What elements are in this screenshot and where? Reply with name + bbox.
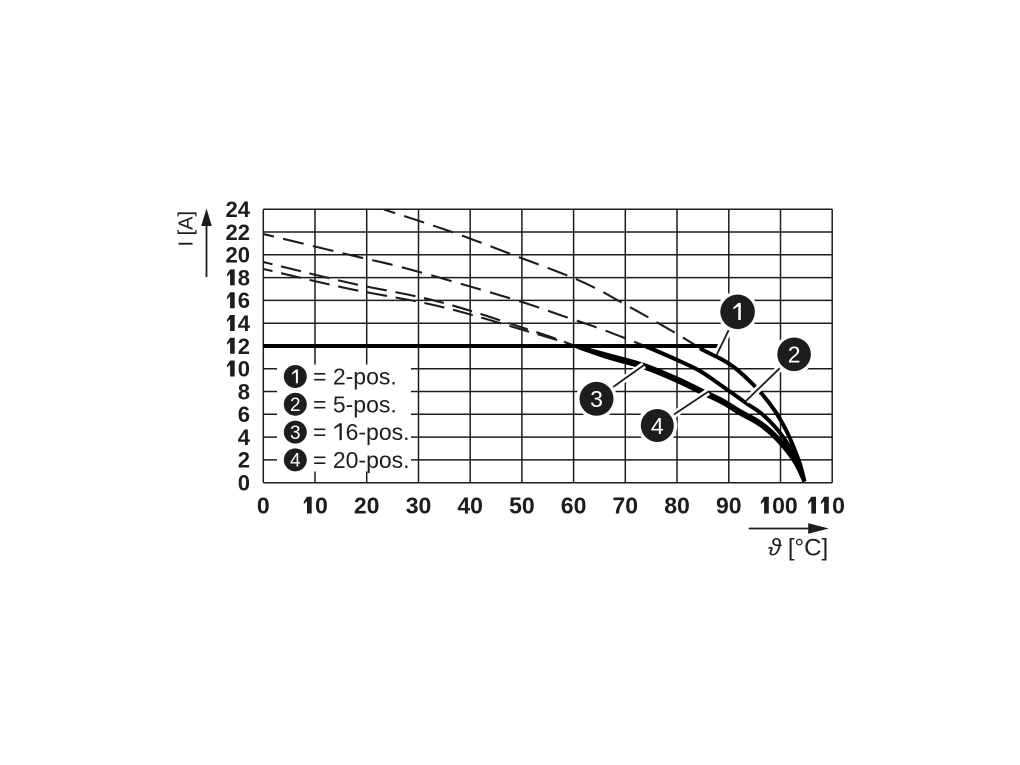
svg-text:I [A]: I [A] [176, 211, 198, 247]
svg-text:22: 22 [226, 220, 250, 245]
svg-text:4: 4 [238, 425, 251, 450]
svg-text:80: 80 [664, 493, 690, 519]
svg-text:0: 0 [238, 357, 250, 382]
svg-text:6: 6 [238, 288, 250, 313]
svg-text:90: 90 [716, 493, 742, 519]
svg-text:30: 30 [406, 493, 432, 519]
svg-text:60: 60 [561, 493, 587, 519]
svg-text:ϑ [°C]: ϑ [°C] [768, 535, 828, 562]
svg-text:4: 4 [238, 311, 251, 336]
svg-text:2: 2 [788, 342, 801, 368]
svg-text:8: 8 [238, 379, 250, 404]
svg-text:70: 70 [613, 493, 639, 519]
svg-text:0: 0 [315, 493, 328, 519]
svg-text:3: 3 [590, 386, 603, 412]
svg-text:20: 20 [226, 243, 250, 268]
svg-text:2: 2 [238, 334, 250, 359]
svg-text:24: 24 [226, 197, 251, 222]
svg-text:6-pos.: 6-pos. [346, 419, 410, 445]
svg-text:= 2-pos.: = 2-pos. [313, 364, 397, 390]
svg-text:4: 4 [651, 413, 664, 439]
svg-text:2: 2 [290, 395, 301, 416]
svg-text:= 20-pos.: = 20-pos. [313, 447, 410, 473]
svg-text:=: = [313, 419, 326, 445]
svg-text:20: 20 [354, 493, 380, 519]
svg-text:0: 0 [238, 471, 250, 496]
svg-text:0: 0 [832, 493, 845, 519]
svg-text:3: 3 [290, 423, 301, 444]
svg-text:4: 4 [290, 451, 301, 472]
svg-text:2: 2 [238, 448, 250, 473]
svg-text:0: 0 [257, 493, 270, 519]
svg-text:50: 50 [509, 493, 535, 519]
svg-text:6: 6 [238, 402, 250, 427]
svg-text:= 5-pos.: = 5-pos. [313, 391, 397, 417]
svg-text:8: 8 [238, 265, 250, 290]
svg-text:00: 00 [772, 493, 798, 519]
svg-text:40: 40 [457, 493, 483, 519]
